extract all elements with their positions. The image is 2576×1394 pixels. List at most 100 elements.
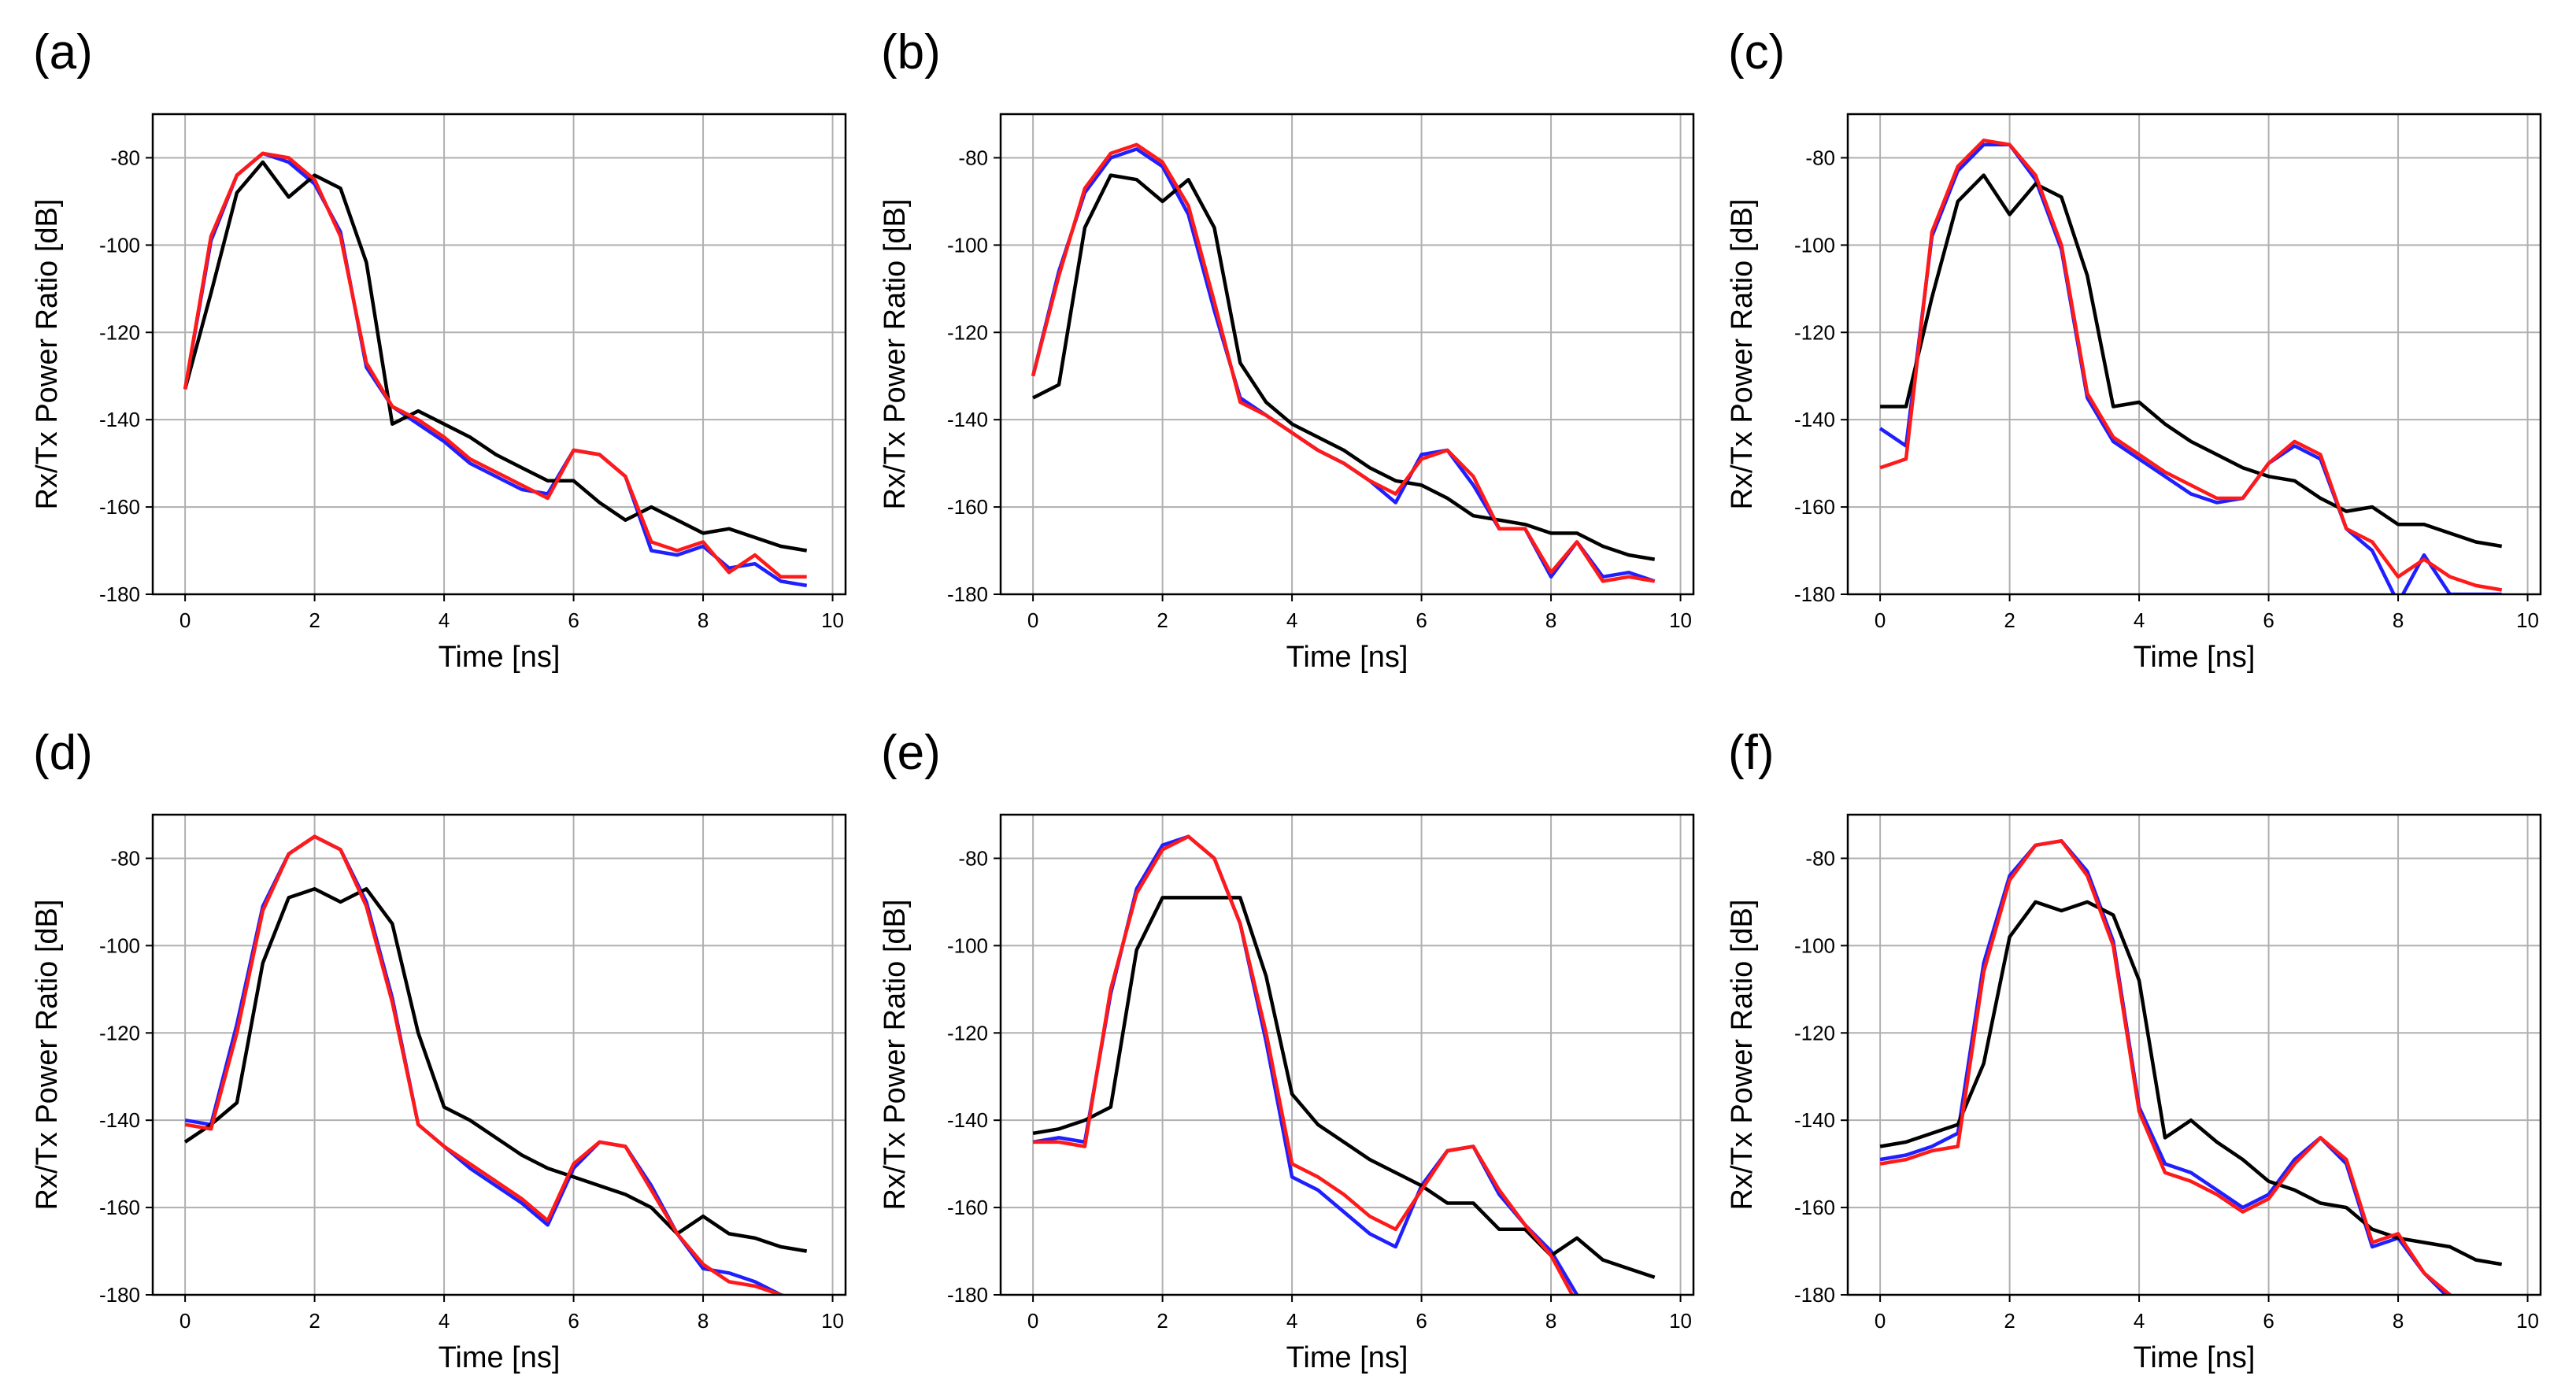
data-point-black xyxy=(1212,225,1216,230)
data-point-black xyxy=(1186,895,1191,900)
data-point-red xyxy=(520,483,524,487)
data-point-black xyxy=(623,1192,627,1197)
series-line-blue xyxy=(1031,147,1656,583)
data-point-black xyxy=(2500,1262,2504,1266)
data-point-red xyxy=(2422,557,2426,562)
y-axis-label: Rx/Tx Power Ratio [dB] xyxy=(31,199,64,510)
data-point-black xyxy=(2215,1140,2219,1144)
y-axis-label: Rx/Tx Power Ratio [dB] xyxy=(879,199,912,510)
data-point-red xyxy=(1930,230,1934,235)
data-point-black xyxy=(364,261,368,265)
x-tick-label: 10 xyxy=(1669,608,1692,632)
data-point-black xyxy=(1368,465,1372,470)
x-tick-label: 8 xyxy=(1545,1309,1556,1333)
data-point-black xyxy=(1575,531,1579,535)
data-point-red xyxy=(1523,527,1527,531)
data-point-red xyxy=(1982,970,1986,974)
data-point-black xyxy=(2059,908,2063,913)
data-point-blue xyxy=(1601,1318,1605,1323)
data-point-red xyxy=(209,1126,213,1131)
data-point-black xyxy=(1290,1092,1294,1096)
data-point-red xyxy=(339,234,343,238)
data-point-red xyxy=(1445,1148,1450,1153)
x-tick-label: 0 xyxy=(180,1309,191,1333)
data-point-red xyxy=(2500,1327,2504,1332)
data-point-black xyxy=(339,186,343,190)
data-point-red xyxy=(183,386,187,391)
data-point-black xyxy=(520,465,524,470)
data-point-black xyxy=(1108,1105,1113,1110)
data-point-black xyxy=(675,518,679,523)
y-tick-label: -180 xyxy=(1794,582,1835,606)
data-point-black xyxy=(1575,1236,1579,1241)
data-point-red xyxy=(727,1279,731,1284)
x-tick-label: 6 xyxy=(2263,608,2274,632)
data-point-red xyxy=(364,361,368,365)
data-point-red xyxy=(1134,891,1139,896)
data-point-black xyxy=(442,422,446,427)
data-point-red xyxy=(598,453,602,457)
series-line-red xyxy=(1031,142,1656,583)
y-axis-label: Rx/Tx Power Ratio [dB] xyxy=(879,900,912,1211)
data-point-black xyxy=(2189,1118,2193,1122)
data-point-black xyxy=(598,1183,602,1188)
data-point-blue xyxy=(675,553,679,557)
x-axis-label: Time [ns] xyxy=(2134,641,2256,674)
panel-label: (c) xyxy=(1728,25,1785,79)
data-point-red xyxy=(1930,1148,1934,1153)
data-point-black xyxy=(2137,978,2141,983)
data-point-blue xyxy=(1342,1210,1346,1215)
y-tick-label: -100 xyxy=(99,233,140,257)
plot-frame xyxy=(1846,113,2542,596)
data-point-red xyxy=(1471,1144,1475,1149)
data-point-black xyxy=(2396,522,2400,527)
series-line-red xyxy=(1879,839,2453,1295)
x-tick-label: 6 xyxy=(568,1309,579,1333)
y-tick-label: -160 xyxy=(947,495,988,519)
y-tick-label: -180 xyxy=(1794,1283,1835,1307)
data-point-red xyxy=(623,474,627,479)
y-tick-label: -80 xyxy=(110,146,140,169)
plot-frame xyxy=(1846,813,2542,1296)
data-point-black xyxy=(520,1153,524,1158)
data-point-black xyxy=(1445,496,1450,501)
data-point-red xyxy=(2370,540,2374,545)
data-point-blue xyxy=(1904,1153,1908,1158)
data-point-red xyxy=(1497,1188,1501,1192)
data-point-red xyxy=(1238,400,1242,405)
panel-label: (f) xyxy=(1728,726,1775,780)
y-tick-label: -120 xyxy=(947,1021,988,1045)
data-point-red xyxy=(520,1196,524,1201)
data-point-black xyxy=(1930,295,1934,300)
x-tick-label: 2 xyxy=(2004,608,2015,632)
series-line-red xyxy=(1879,139,2503,592)
data-point-black xyxy=(2500,544,2504,549)
data-point-black xyxy=(1238,895,1242,900)
data-point-blue xyxy=(1419,453,1424,457)
data-point-black xyxy=(1342,448,1346,453)
data-point-black xyxy=(1160,199,1165,204)
data-point-red xyxy=(1238,922,1242,926)
data-point-black xyxy=(2241,465,2245,470)
x-axis-label: Time [ns] xyxy=(439,1341,561,1374)
data-point-blue xyxy=(2422,553,2426,557)
data-point-red xyxy=(2137,1109,2141,1114)
data-point-red xyxy=(1186,204,1191,209)
data-point-blue xyxy=(805,583,809,588)
data-point-black xyxy=(1956,199,1960,204)
data-point-black xyxy=(727,1231,731,1236)
y-tick-label: -80 xyxy=(110,846,140,870)
data-point-red xyxy=(1290,1162,1294,1167)
data-point-red xyxy=(701,1262,705,1266)
data-point-black xyxy=(649,1205,653,1210)
data-point-blue xyxy=(649,549,653,553)
data-point-red xyxy=(2189,1179,2193,1184)
y-tick-label: -80 xyxy=(1805,846,1835,870)
x-tick-label: 0 xyxy=(1875,1309,1886,1333)
y-tick-label: -120 xyxy=(99,1021,140,1045)
data-point-black xyxy=(1083,1118,1087,1122)
data-point-blue xyxy=(1930,1144,1934,1149)
data-point-black xyxy=(805,549,809,553)
data-point-black xyxy=(2318,496,2322,501)
data-point-blue xyxy=(2215,501,2219,505)
